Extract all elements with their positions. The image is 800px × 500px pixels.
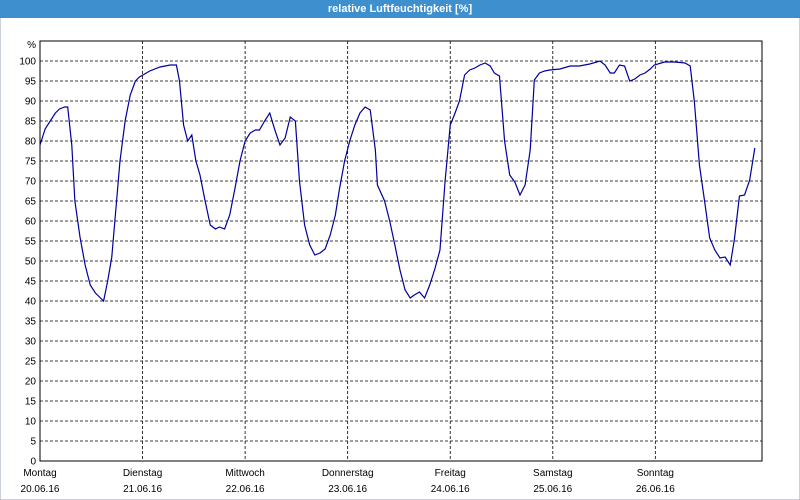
x-tick-date: 23.06.16 xyxy=(328,484,367,495)
y-tick-label: 45 xyxy=(25,277,37,288)
y-tick-label: 95 xyxy=(25,77,37,88)
y-tick-label: 10 xyxy=(25,417,37,428)
x-tick-label: Mittwoch xyxy=(225,468,264,479)
y-tick-label: 75 xyxy=(25,157,37,168)
x-tick-date: 26.06.16 xyxy=(636,484,675,495)
y-tick-label: 25 xyxy=(25,357,37,368)
y-tick-label: 70 xyxy=(25,177,37,188)
x-tick-date: 25.06.16 xyxy=(533,484,572,495)
y-tick-label: 30 xyxy=(25,337,37,348)
y-tick-label: 20 xyxy=(25,377,37,388)
x-tick-date: 21.06.16 xyxy=(123,484,162,495)
x-tick-label: Sonntag xyxy=(637,468,674,479)
y-tick-label: 90 xyxy=(25,97,37,108)
y-tick-label: 0 xyxy=(30,457,36,468)
x-tick-date: 24.06.16 xyxy=(431,484,470,495)
chart-title: relative Luftfeuchtigkeit [%] xyxy=(328,3,473,15)
x-tick-date: 20.06.16 xyxy=(21,484,60,495)
y-tick-label: 5 xyxy=(30,437,36,448)
y-tick-label: 80 xyxy=(25,137,37,148)
x-tick-label: Samstag xyxy=(533,468,572,479)
y-tick-label: 85 xyxy=(25,117,37,128)
y-tick-label: 50 xyxy=(25,257,37,268)
x-tick-date: 22.06.16 xyxy=(226,484,265,495)
title-bar xyxy=(0,0,800,18)
x-tick-label: Dienstag xyxy=(123,468,162,479)
plot-frame xyxy=(39,40,763,462)
y-tick-label: 60 xyxy=(25,217,37,228)
x-tick-label: Montag xyxy=(23,468,56,479)
y-tick-label: 100 xyxy=(19,57,36,68)
y-unit: % xyxy=(27,40,36,51)
y-tick-label: 65 xyxy=(25,197,37,208)
y-tick-label: 55 xyxy=(25,237,37,248)
x-tick-label: Donnerstag xyxy=(322,468,374,479)
data-line xyxy=(39,60,756,303)
y-tick-label: 35 xyxy=(25,317,37,328)
y-tick-label: 40 xyxy=(25,297,37,308)
y-tick-label: 15 xyxy=(25,397,37,408)
x-tick-label: Freitag xyxy=(435,468,466,479)
